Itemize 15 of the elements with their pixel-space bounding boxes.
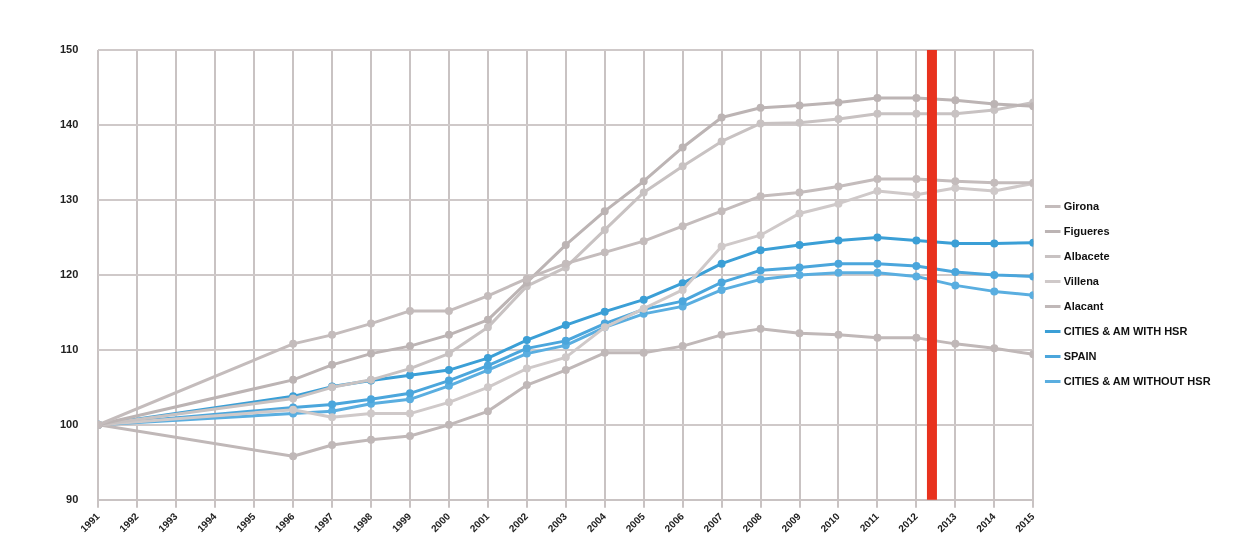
y-tick-label: 100 xyxy=(59,417,79,430)
y-tick-label: 140 xyxy=(59,118,79,130)
y-tick-label: 90 xyxy=(66,492,79,505)
y-tick-label: 130 xyxy=(59,192,79,205)
legend-label: Alacant xyxy=(1063,299,1104,312)
legend-label: Figueres xyxy=(1063,224,1110,237)
y-tick-label: 110 xyxy=(60,342,79,355)
y-tick-label: 150 xyxy=(59,43,79,56)
legend-label: SPAIN xyxy=(1063,349,1097,362)
legend-label: CITIES & AM WITHOUT HSR xyxy=(1063,374,1211,387)
legend-label: Girona xyxy=(1063,199,1101,212)
legend-label: Villena xyxy=(1063,274,1100,287)
legend-label: Albacete xyxy=(1063,249,1110,262)
legend-label: CITIES & AM WITH HSR xyxy=(1063,324,1188,337)
y-tick-label: 120 xyxy=(59,267,79,280)
